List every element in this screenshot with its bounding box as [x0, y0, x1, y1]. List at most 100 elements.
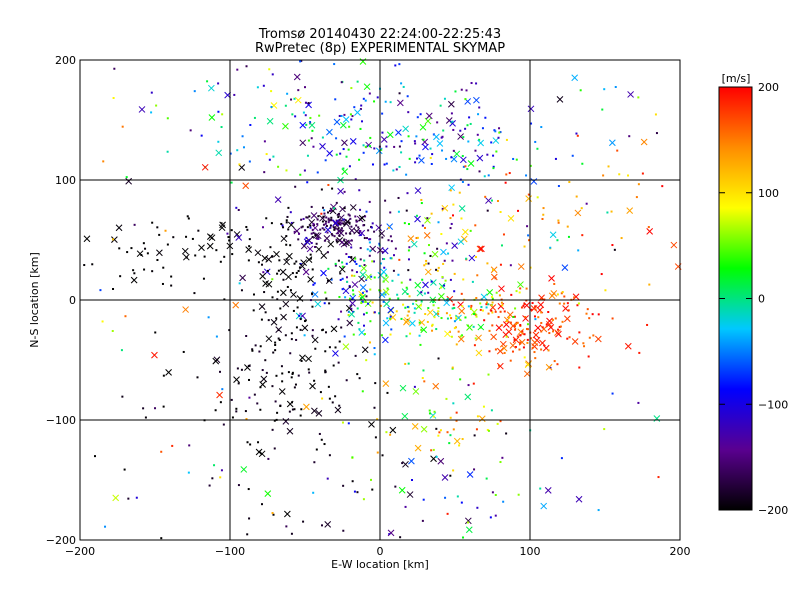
data-point	[501, 456, 504, 459]
data-point-cross	[363, 83, 371, 91]
data-point	[271, 255, 274, 258]
data-point	[300, 218, 303, 221]
data-point	[359, 127, 362, 130]
data-point	[324, 159, 327, 162]
data-point	[337, 220, 340, 223]
data-point	[274, 341, 277, 344]
data-point-cross	[274, 196, 282, 203]
data-point	[392, 169, 395, 172]
data-point	[423, 380, 426, 383]
data-point	[490, 295, 493, 298]
data-point	[453, 290, 456, 293]
data-point	[194, 254, 197, 257]
data-point	[578, 366, 581, 369]
data-point	[586, 308, 589, 311]
x-tick-label: 0	[377, 545, 384, 558]
data-point	[601, 108, 604, 111]
data-point	[488, 329, 491, 332]
data-point	[479, 302, 482, 305]
data-point	[457, 330, 460, 333]
data-point	[531, 346, 534, 349]
data-point	[443, 259, 446, 262]
data-point-cross	[410, 240, 418, 248]
data-point	[420, 202, 423, 205]
data-point	[547, 349, 550, 352]
data-point	[121, 395, 124, 398]
data-point-cross	[112, 494, 120, 502]
data-point	[420, 328, 423, 331]
data-point-cross	[359, 271, 367, 278]
data-point	[343, 207, 346, 210]
data-point	[245, 334, 248, 337]
data-point	[366, 248, 369, 251]
data-point	[326, 231, 329, 234]
data-point-cross	[490, 266, 498, 274]
data-point	[312, 283, 315, 286]
data-point-cross	[130, 276, 138, 284]
data-point	[262, 84, 265, 87]
data-point	[112, 97, 115, 100]
data-point	[471, 280, 474, 283]
data-point	[265, 217, 268, 220]
data-point	[437, 434, 440, 437]
data-point	[245, 225, 248, 228]
data-point	[389, 315, 392, 318]
data-point-cross	[181, 247, 189, 255]
data-point	[118, 247, 121, 250]
data-point	[289, 289, 292, 292]
data-point	[310, 137, 313, 140]
data-point	[340, 222, 343, 225]
data-point	[426, 217, 429, 220]
data-point	[556, 239, 559, 242]
data-point	[526, 225, 529, 228]
data-point	[437, 312, 440, 315]
data-point	[338, 114, 341, 117]
data-point	[306, 181, 309, 184]
data-point-cross	[308, 121, 316, 129]
data-point	[217, 140, 220, 143]
data-point-cross	[299, 262, 306, 270]
data-point	[276, 290, 279, 293]
data-point	[380, 148, 383, 151]
data-point	[359, 208, 362, 211]
data-point-cross	[467, 160, 475, 167]
data-point	[263, 140, 266, 143]
data-point	[560, 292, 563, 295]
data-point	[515, 158, 518, 161]
data-point	[202, 277, 205, 280]
data-point	[387, 239, 390, 242]
data-point	[469, 229, 472, 232]
data-point	[474, 313, 477, 316]
data-point	[500, 301, 503, 304]
data-point	[345, 276, 348, 279]
data-point	[604, 289, 607, 292]
data-point	[342, 484, 345, 487]
data-point	[647, 226, 650, 229]
data-point-cross	[403, 318, 410, 326]
data-point-cross	[326, 128, 333, 136]
data-point	[340, 114, 343, 117]
data-point-cross	[290, 291, 297, 298]
data-point	[577, 249, 580, 252]
data-point-cross	[646, 228, 654, 235]
data-point	[330, 278, 333, 281]
data-point-cross	[403, 317, 411, 324]
data-point	[500, 324, 503, 327]
data-point-cross	[342, 116, 350, 123]
data-point	[156, 226, 159, 229]
data-point	[242, 146, 245, 149]
data-point	[464, 98, 467, 101]
data-point	[476, 133, 479, 136]
data-point	[191, 237, 194, 240]
data-point	[324, 350, 327, 353]
data-point	[272, 351, 275, 354]
data-point	[308, 371, 311, 374]
data-point	[356, 80, 359, 83]
data-point	[220, 126, 223, 129]
data-point	[277, 337, 280, 340]
data-point	[329, 209, 332, 212]
data-point	[415, 237, 418, 240]
data-point	[271, 385, 274, 388]
scatter-points	[83, 58, 682, 540]
data-point	[299, 60, 302, 63]
